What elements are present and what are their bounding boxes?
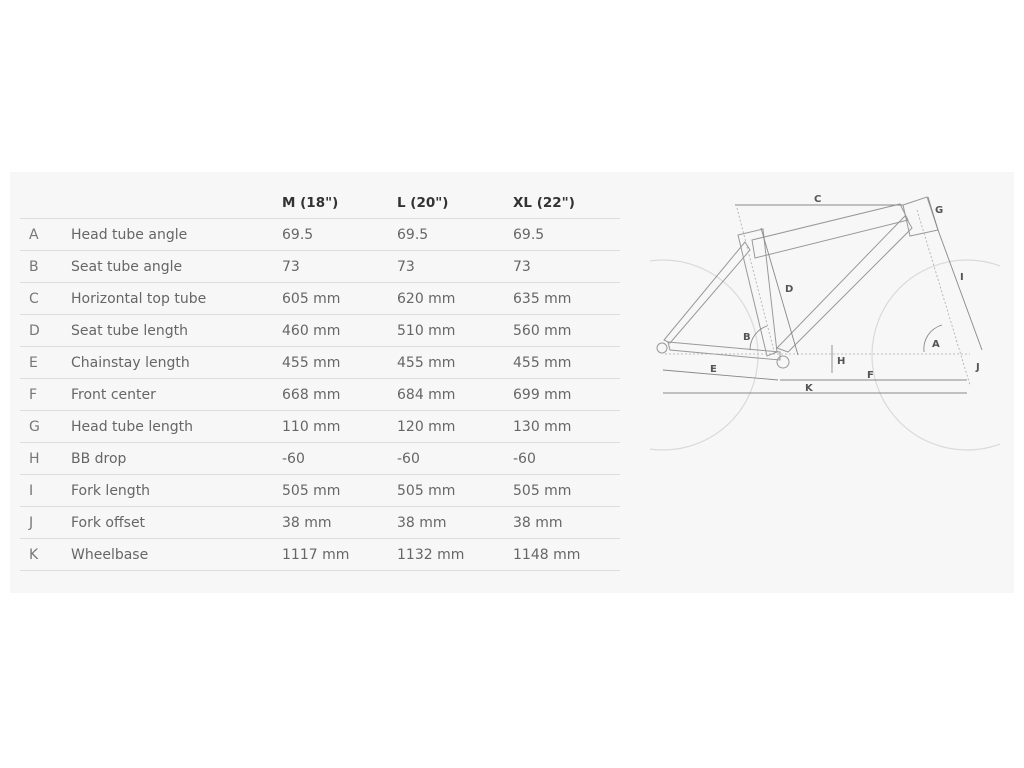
diagram-label-a: A bbox=[932, 339, 940, 350]
cell-size-m: 110 mm bbox=[282, 410, 397, 443]
cell-size-m: 73 bbox=[282, 250, 397, 283]
diagram-label-g: G bbox=[935, 205, 943, 216]
cell-letter: C bbox=[20, 282, 71, 315]
header-letter bbox=[20, 187, 71, 219]
cell-size-m: 505 mm bbox=[282, 474, 397, 507]
table-row: G Head tube length 110 mm 120 mm 130 mm bbox=[20, 410, 620, 443]
cell-letter: K bbox=[20, 538, 71, 571]
cell-size-xl: -60 bbox=[513, 442, 620, 475]
table-row: H BB drop -60 -60 -60 bbox=[20, 442, 620, 475]
cell-size-xl: 560 mm bbox=[513, 314, 620, 347]
cell-size-m: 460 mm bbox=[282, 314, 397, 347]
cell-size-l: 73 bbox=[397, 250, 513, 283]
cell-letter: F bbox=[20, 378, 71, 411]
diagram-label-j: J bbox=[975, 362, 980, 373]
diagram-label-f: F bbox=[867, 370, 874, 381]
cell-size-xl: 699 mm bbox=[513, 378, 620, 411]
table-row: B Seat tube angle 73 73 73 bbox=[20, 250, 620, 283]
dimension-lines bbox=[662, 196, 983, 394]
table-row: A Head tube angle 69.5 69.5 69.5 bbox=[20, 218, 620, 251]
diagram-label-h: H bbox=[837, 356, 845, 367]
diagram-label-d: D bbox=[785, 284, 793, 295]
cell-measurement: Front center bbox=[71, 378, 282, 411]
cell-size-l: 684 mm bbox=[397, 378, 513, 411]
table-row: E Chainstay length 455 mm 455 mm 455 mm bbox=[20, 346, 620, 379]
diagram-label-e: E bbox=[710, 364, 717, 375]
geometry-table: M (18") L (20") XL (22") A Head tube angl… bbox=[20, 187, 620, 571]
rear-wheel bbox=[650, 259, 759, 451]
diagram-label-b: B bbox=[743, 332, 751, 343]
table-row: D Seat tube length 460 mm 510 mm 560 mm bbox=[20, 314, 620, 347]
cell-size-xl: 69.5 bbox=[513, 218, 620, 251]
cell-letter: A bbox=[20, 218, 71, 251]
cell-measurement: Chainstay length bbox=[71, 346, 282, 379]
cell-letter: B bbox=[20, 250, 71, 283]
cell-size-l: 1132 mm bbox=[397, 538, 513, 571]
header-size-l: L (20") bbox=[397, 187, 513, 219]
cell-size-l: 455 mm bbox=[397, 346, 513, 379]
cell-measurement: Seat tube length bbox=[71, 314, 282, 347]
cell-letter: I bbox=[20, 474, 71, 507]
cell-measurement: Head tube length bbox=[71, 410, 282, 443]
cell-size-xl: 38 mm bbox=[513, 506, 620, 539]
cell-size-xl: 505 mm bbox=[513, 474, 620, 507]
cell-size-l: 620 mm bbox=[397, 282, 513, 315]
cell-size-l: 505 mm bbox=[397, 474, 513, 507]
table-row: J Fork offset 38 mm 38 mm 38 mm bbox=[20, 506, 620, 539]
diagram-label-c: C bbox=[814, 194, 821, 205]
cell-letter: E bbox=[20, 346, 71, 379]
cell-measurement: Head tube angle bbox=[71, 218, 282, 251]
table-row: F Front center 668 mm 684 mm 699 mm bbox=[20, 378, 620, 411]
cell-measurement: Fork length bbox=[71, 474, 282, 507]
cell-size-m: 1117 mm bbox=[282, 538, 397, 571]
cell-size-l: 120 mm bbox=[397, 410, 513, 443]
table-header-row: M (18") L (20") XL (22") bbox=[20, 187, 620, 219]
cell-size-l: 69.5 bbox=[397, 218, 513, 251]
diagram-label-k: K bbox=[805, 383, 814, 394]
bike-geometry-diagram: A B C D E F G H I J K bbox=[650, 194, 1000, 451]
header-measurement bbox=[71, 187, 282, 219]
cell-size-l: -60 bbox=[397, 442, 513, 475]
table-row: I Fork length 505 mm 505 mm 505 mm bbox=[20, 474, 620, 507]
cell-size-xl: 73 bbox=[513, 250, 620, 283]
cell-size-xl: 455 mm bbox=[513, 346, 620, 379]
header-size-xl: XL (22") bbox=[513, 187, 620, 219]
table-row: C Horizontal top tube 605 mm 620 mm 635 mm bbox=[20, 282, 620, 315]
cell-size-xl: 635 mm bbox=[513, 282, 620, 315]
cell-size-l: 38 mm bbox=[397, 506, 513, 539]
cell-measurement: Horizontal top tube bbox=[71, 282, 282, 315]
cell-size-xl: 130 mm bbox=[513, 410, 620, 443]
cell-size-m: 605 mm bbox=[282, 282, 397, 315]
table-row: K Wheelbase 1117 mm 1132 mm 1148 mm bbox=[20, 538, 620, 571]
cell-measurement: BB drop bbox=[71, 442, 282, 475]
diagram-label-i: I bbox=[960, 272, 964, 283]
cell-size-m: 38 mm bbox=[282, 506, 397, 539]
cell-letter: G bbox=[20, 410, 71, 443]
cell-size-m: 69.5 bbox=[282, 218, 397, 251]
front-wheel bbox=[871, 259, 1000, 451]
cell-measurement: Wheelbase bbox=[71, 538, 282, 571]
cell-measurement: Fork offset bbox=[71, 506, 282, 539]
cell-size-m: -60 bbox=[282, 442, 397, 475]
cell-letter: D bbox=[20, 314, 71, 347]
cell-letter: H bbox=[20, 442, 71, 475]
frame-outline bbox=[656, 196, 939, 369]
cell-measurement: Seat tube angle bbox=[71, 250, 282, 283]
cell-size-l: 510 mm bbox=[397, 314, 513, 347]
cell-size-xl: 1148 mm bbox=[513, 538, 620, 571]
header-size-m: M (18") bbox=[282, 187, 397, 219]
cell-size-m: 668 mm bbox=[282, 378, 397, 411]
cell-letter: J bbox=[20, 506, 71, 539]
cell-size-m: 455 mm bbox=[282, 346, 397, 379]
